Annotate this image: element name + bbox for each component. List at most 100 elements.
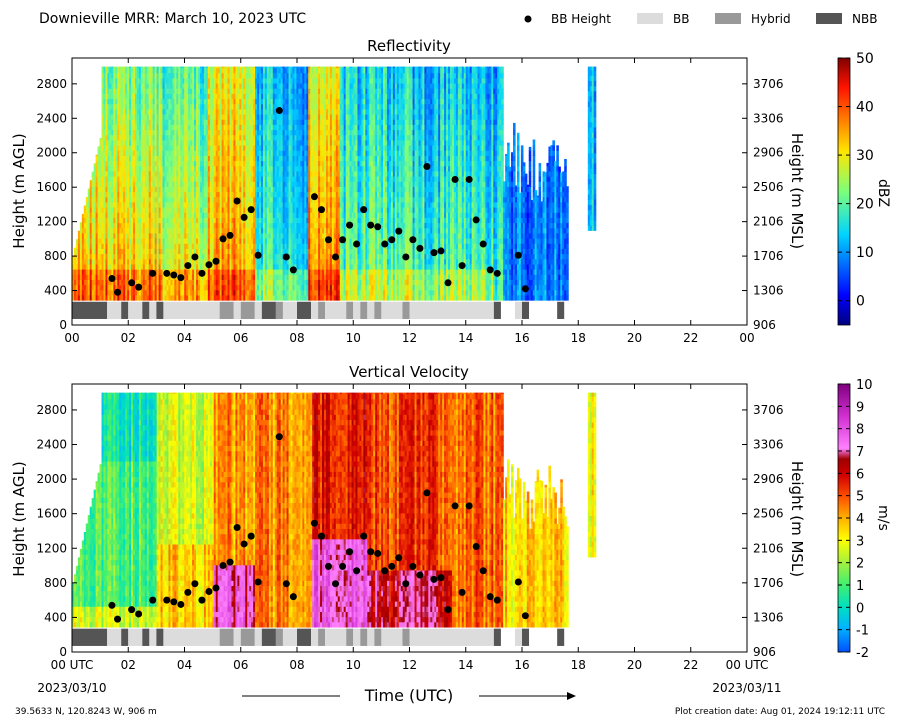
heatmap-cell xyxy=(209,93,213,100)
heatmap-cell xyxy=(105,201,109,208)
heatmap-cell xyxy=(259,119,262,125)
heatmap-cell xyxy=(188,196,191,203)
heatmap-cell xyxy=(215,232,219,239)
heatmap-cell xyxy=(162,191,166,198)
heatmap-cell xyxy=(144,165,148,172)
heatmap-cell xyxy=(253,196,256,203)
heatmap-cell xyxy=(262,98,266,105)
heatmap-cell xyxy=(192,274,195,280)
heatmap-cell xyxy=(192,160,195,167)
heatmap-cell xyxy=(180,77,183,84)
heatmap-cell xyxy=(209,196,213,203)
heatmap-cell xyxy=(298,212,301,218)
heatmap-cell xyxy=(146,181,150,187)
heatmap-cell xyxy=(180,207,183,213)
heatmap-cell xyxy=(117,212,120,218)
heatmap-cell xyxy=(259,186,262,193)
heatmap-cell xyxy=(213,217,217,224)
heatmap-cell xyxy=(288,88,292,94)
heatmap-cell xyxy=(211,144,215,151)
heatmap-cell xyxy=(199,222,203,229)
heatmap-cell xyxy=(276,181,280,187)
heatmap-cell xyxy=(205,196,209,203)
heatmap-cell xyxy=(207,170,211,177)
heatmap-cell xyxy=(199,176,203,182)
heatmap-cell xyxy=(144,176,148,182)
heatmap-cell xyxy=(101,238,105,244)
heatmap-cell xyxy=(113,227,116,234)
heatmap-cell xyxy=(198,88,201,94)
heatmap-cell xyxy=(97,243,101,249)
heatmap-cell xyxy=(113,66,116,69)
heatmap-cell xyxy=(257,294,260,301)
heatmap-cell xyxy=(262,144,266,151)
heatmap-cell xyxy=(168,129,172,136)
heatmap-cell xyxy=(75,243,79,249)
heatmap-cell xyxy=(150,186,154,193)
heatmap-cell xyxy=(245,227,248,234)
heatmap-cell xyxy=(174,212,177,218)
heatmap-cell xyxy=(107,72,111,79)
heatmap-cell xyxy=(235,150,238,156)
heatmap-cell xyxy=(117,165,120,172)
heatmap-cell xyxy=(274,82,278,89)
heatmap-cell xyxy=(111,263,114,270)
heatmap-cell xyxy=(144,113,148,120)
heatmap-cell xyxy=(199,201,203,208)
heatmap-cell xyxy=(266,108,270,115)
heatmap-cell xyxy=(194,139,197,146)
heatmap-cell xyxy=(95,232,99,239)
heatmap-cell xyxy=(150,294,154,301)
heatmap-cell xyxy=(87,248,91,255)
heatmap-cell xyxy=(284,186,288,193)
heatmap-cell xyxy=(162,72,166,79)
heatmap-cell xyxy=(251,88,254,94)
heatmap-cell xyxy=(270,155,274,162)
heatmap-cell xyxy=(292,284,296,291)
heatmap-cell xyxy=(113,134,116,141)
heatmap-cell xyxy=(235,269,238,275)
heatmap-cell xyxy=(215,134,219,141)
heatmap-cell xyxy=(194,170,197,177)
heatmap-cell xyxy=(166,186,170,193)
heatmap-cell xyxy=(91,238,95,244)
heatmap-cell xyxy=(121,279,124,286)
heatmap-cell xyxy=(276,243,280,249)
heatmap-cell xyxy=(87,258,91,265)
heatmap-cell xyxy=(261,165,264,172)
heatmap-cell xyxy=(237,284,240,291)
heatmap-cell xyxy=(266,160,270,167)
heatmap-cell xyxy=(225,67,229,74)
heatmap-cell xyxy=(148,232,152,239)
heatmap-cell xyxy=(123,196,126,203)
heatmap-cell xyxy=(152,181,156,187)
heatmap-cell xyxy=(201,196,205,203)
heatmap-cell xyxy=(138,269,142,275)
heatmap-cell xyxy=(245,67,248,74)
heatmap-cell xyxy=(209,108,213,115)
heatmap-cell xyxy=(296,248,300,255)
heatmap-cell xyxy=(182,217,185,224)
heatmap-cell xyxy=(73,248,77,255)
heatmap-cell xyxy=(188,67,191,74)
heatmap-cell xyxy=(211,150,215,156)
heatmap-cell xyxy=(223,67,227,74)
heatmap-cell xyxy=(227,258,231,265)
heatmap-cell xyxy=(154,222,158,229)
heatmap-cell xyxy=(148,191,152,198)
heatmap-cell xyxy=(261,77,264,84)
heatmap-cell xyxy=(255,181,258,187)
heatmap-cell xyxy=(184,129,187,136)
heatmap-cell xyxy=(190,170,193,177)
heatmap-cell xyxy=(188,279,191,286)
heatmap-cell xyxy=(290,227,294,234)
heatmap-cell xyxy=(288,67,292,74)
heatmap-cell xyxy=(115,66,118,69)
heatmap-cell xyxy=(109,72,112,79)
heatmap-cell xyxy=(205,82,209,89)
heatmap-cell xyxy=(217,170,221,177)
heatmap-cell xyxy=(186,258,189,265)
heatmap-cell xyxy=(81,217,85,224)
heatmap-cell xyxy=(245,113,248,120)
heatmap-cell xyxy=(243,201,246,208)
